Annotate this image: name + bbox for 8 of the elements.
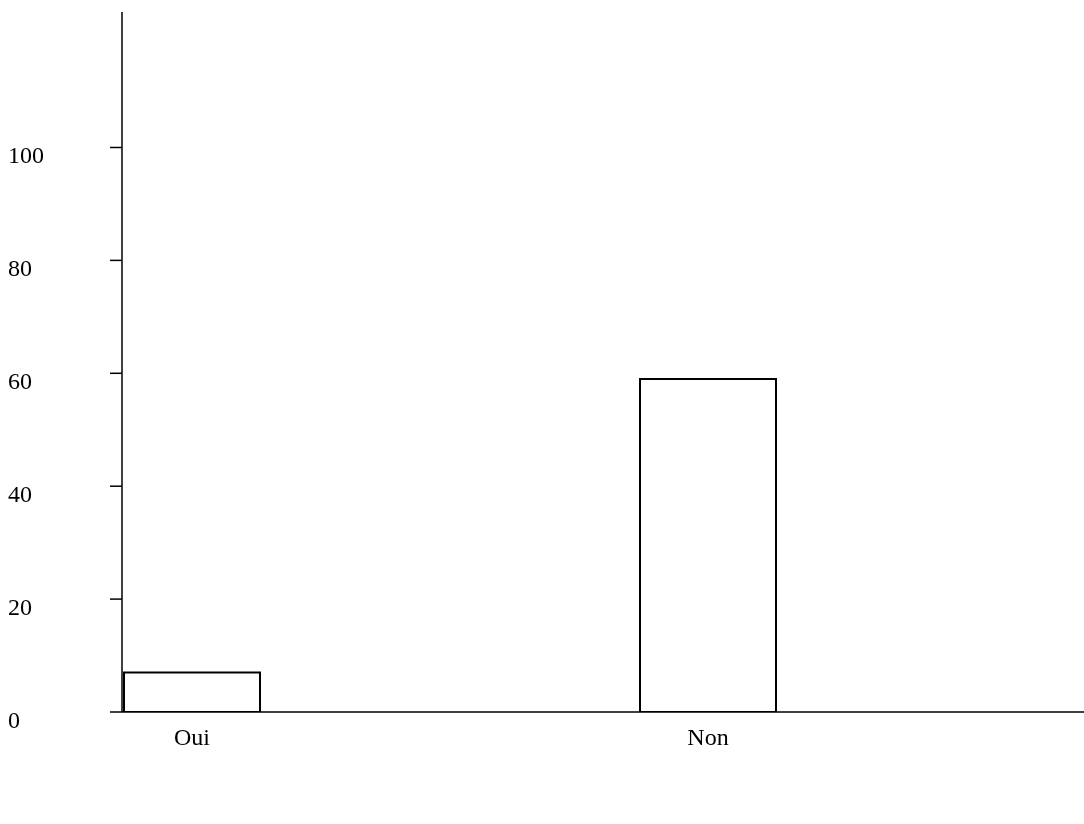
y-tick-label: 20 — [8, 593, 32, 620]
x-tick-label: Oui — [174, 724, 211, 751]
y-tick-label: 0 — [8, 706, 20, 733]
y-tick-label: 100 — [8, 141, 44, 168]
y-tick-label: 60 — [8, 367, 32, 394]
y-tick-label: 80 — [8, 254, 32, 281]
y-tick-label: 40 — [8, 480, 32, 507]
x-tick-label: Non — [687, 724, 729, 751]
